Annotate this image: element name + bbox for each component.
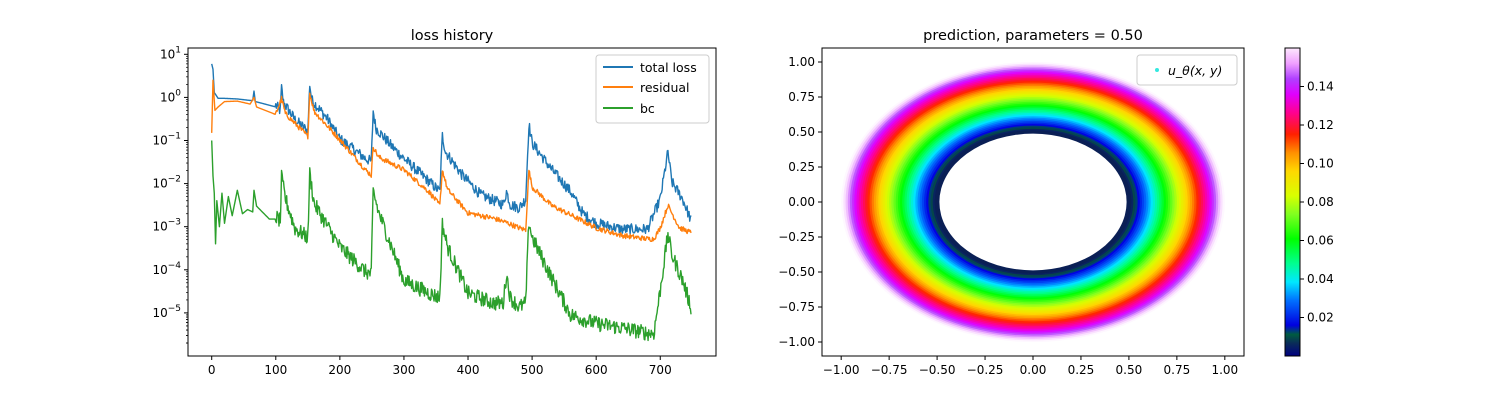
right-y-tick-label: 0.75 <box>788 90 815 104</box>
right-y-tick-label: −0.25 <box>778 230 815 244</box>
colorbar-ticks: 0.02 0.04 0.06 0.08 0.10 0.12 0.14 <box>1300 80 1334 325</box>
legend-label-total-loss: total loss <box>640 60 697 75</box>
colorbar-tick-label: 0.04 <box>1307 272 1334 286</box>
legend-label-u-theta: u_θ(x, y) <box>1168 63 1222 78</box>
right-y-tick-label: 0.00 <box>788 195 815 209</box>
left-y-tick-label: 10−5 <box>152 304 181 320</box>
right-y-tick-label: −0.50 <box>778 265 815 279</box>
legend-label-residual: residual <box>640 80 690 95</box>
left-x-tick-label: 600 <box>585 363 608 377</box>
right-x-tick-label: 0.75 <box>1164 363 1191 377</box>
right-plot-frame <box>821 47 1245 357</box>
right-x-tick-label: −0.25 <box>967 363 1004 377</box>
right-x-tick-label: 0.50 <box>1116 363 1143 377</box>
left-x-tick-label: 400 <box>457 363 480 377</box>
right-chart-title: prediction, parameters = 0.50 <box>923 28 1143 44</box>
left-axis-ticks: 0 100 200 300 400 500 600 700 101 100 10−1 10−2 10−3… <box>152 45 671 377</box>
right-y-tick-label: 1.00 <box>788 55 815 69</box>
series-line-total-loss <box>211 63 692 236</box>
colorbar-tick-label: 0.02 <box>1307 311 1334 325</box>
right-x-tick-label: 1.00 <box>1211 363 1238 377</box>
right-y-tick-label: 0.25 <box>788 160 815 174</box>
left-x-tick-label: 200 <box>328 363 351 377</box>
left-chart-title: loss history <box>411 28 494 44</box>
right-legend: u_θ(x, y) <box>1136 54 1238 86</box>
colorbar-tick-label: 0.06 <box>1307 234 1334 248</box>
colorbar-tick-label: 0.14 <box>1307 80 1334 94</box>
left-legend: total loss residual bc <box>595 54 710 124</box>
left-legend-box <box>595 54 710 124</box>
right-x-tick-label: 0.00 <box>1020 363 1047 377</box>
left-y-tick-label: 100 <box>160 88 181 104</box>
legend-marker-u-theta <box>1155 68 1159 72</box>
right-axis-ticks: −1.00 −0.75 −0.50 −0.25 0.00 0.25 0.50 0.75 1.00… <box>778 55 1238 377</box>
right-x-tick-label: −1.00 <box>823 363 860 377</box>
ring-hole <box>939 133 1127 271</box>
left-x-tick-label: 0 <box>208 363 216 377</box>
legend-label-bc: bc <box>640 101 655 116</box>
series-line-bc <box>211 140 692 342</box>
left-x-tick-label: 500 <box>521 363 544 377</box>
loss-series-group <box>211 63 692 342</box>
right-x-tick-label: 0.25 <box>1068 363 1095 377</box>
colorbar-tick-label: 0.08 <box>1307 195 1334 209</box>
series-line-residual <box>211 79 692 242</box>
left-y-tick-label: 10−1 <box>152 131 181 147</box>
right-legend-box <box>1136 54 1238 86</box>
right-y-tick-label: −1.00 <box>778 335 815 349</box>
colorbar <box>1284 47 1301 357</box>
prediction-ring <box>841 62 1225 342</box>
colorbar-tick-label: 0.10 <box>1307 157 1334 171</box>
left-x-tick-label: 700 <box>649 363 672 377</box>
right-y-tick-label: 0.50 <box>788 125 815 139</box>
left-y-tick-label: 101 <box>160 45 181 61</box>
left-y-tick-label: 10−4 <box>152 261 181 277</box>
left-x-tick-label: 300 <box>392 363 415 377</box>
left-x-tick-label: 100 <box>264 363 287 377</box>
colorbar-tick-label: 0.12 <box>1307 118 1334 132</box>
right-x-tick-label: −0.75 <box>871 363 908 377</box>
right-y-tick-label: −0.75 <box>778 300 815 314</box>
left-plot-frame <box>187 47 717 357</box>
right-x-tick-label: −0.50 <box>919 363 956 377</box>
left-y-tick-label: 10−2 <box>152 175 181 191</box>
left-y-tick-label: 10−3 <box>152 218 181 234</box>
